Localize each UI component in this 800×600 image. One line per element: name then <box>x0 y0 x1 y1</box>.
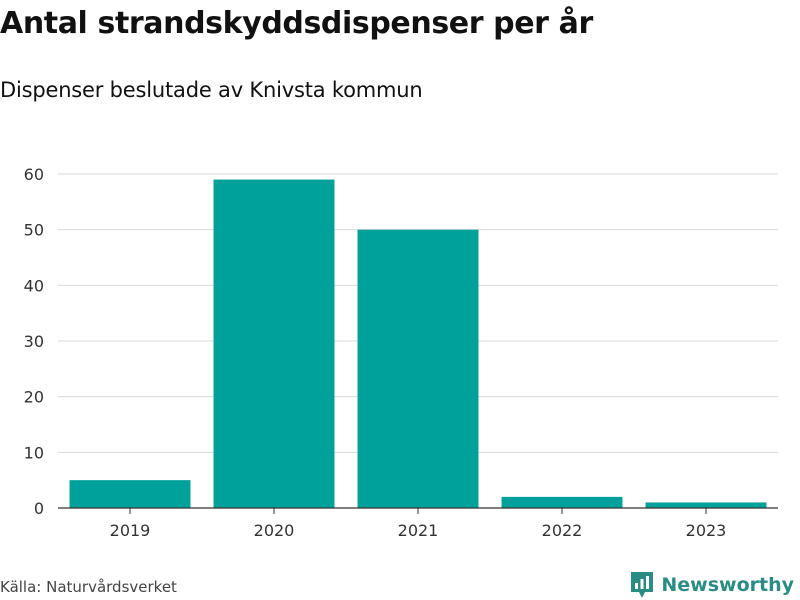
y-tick-label: 40 <box>24 276 44 295</box>
source-note: Källa: Naturvårdsverket <box>0 578 177 596</box>
y-tick-label: 0 <box>34 499 44 518</box>
newsworthy-logo-icon <box>631 572 654 598</box>
x-tick-label: 2020 <box>254 521 295 540</box>
y-tick-label: 10 <box>24 443 44 462</box>
y-tick-label: 20 <box>24 388 44 407</box>
bars <box>69 179 767 509</box>
bar-2020 <box>213 179 335 509</box>
bar-2022 <box>501 496 623 508</box>
x-tick-label: 2019 <box>110 521 151 540</box>
y-axis-ticks: 0 10 20 30 40 50 60 <box>24 165 44 518</box>
bar-chart: 0 10 20 30 40 50 60 2019 2020 2021 2022 2023 <box>24 165 778 540</box>
y-tick-label: 50 <box>24 221 44 240</box>
brand-logo: Newsworthy <box>629 570 794 600</box>
x-axis-ticks: 2019 2020 2021 2022 2023 <box>110 508 727 540</box>
x-tick-label: 2021 <box>398 521 439 540</box>
chart-subtitle: Dispenser beslutade av Knivsta kommun <box>0 78 423 102</box>
x-tick-label: 2023 <box>686 521 727 540</box>
brand-name: Newsworthy <box>661 574 794 596</box>
y-tick-label: 60 <box>24 165 44 184</box>
x-tick-label: 2022 <box>542 521 583 540</box>
bar-2021 <box>357 229 479 508</box>
bar-2019 <box>69 480 191 508</box>
bar-2023 <box>645 502 767 508</box>
chart-title: Antal strandskyddsdispenser per år <box>0 6 593 41</box>
y-tick-label: 30 <box>24 332 44 351</box>
